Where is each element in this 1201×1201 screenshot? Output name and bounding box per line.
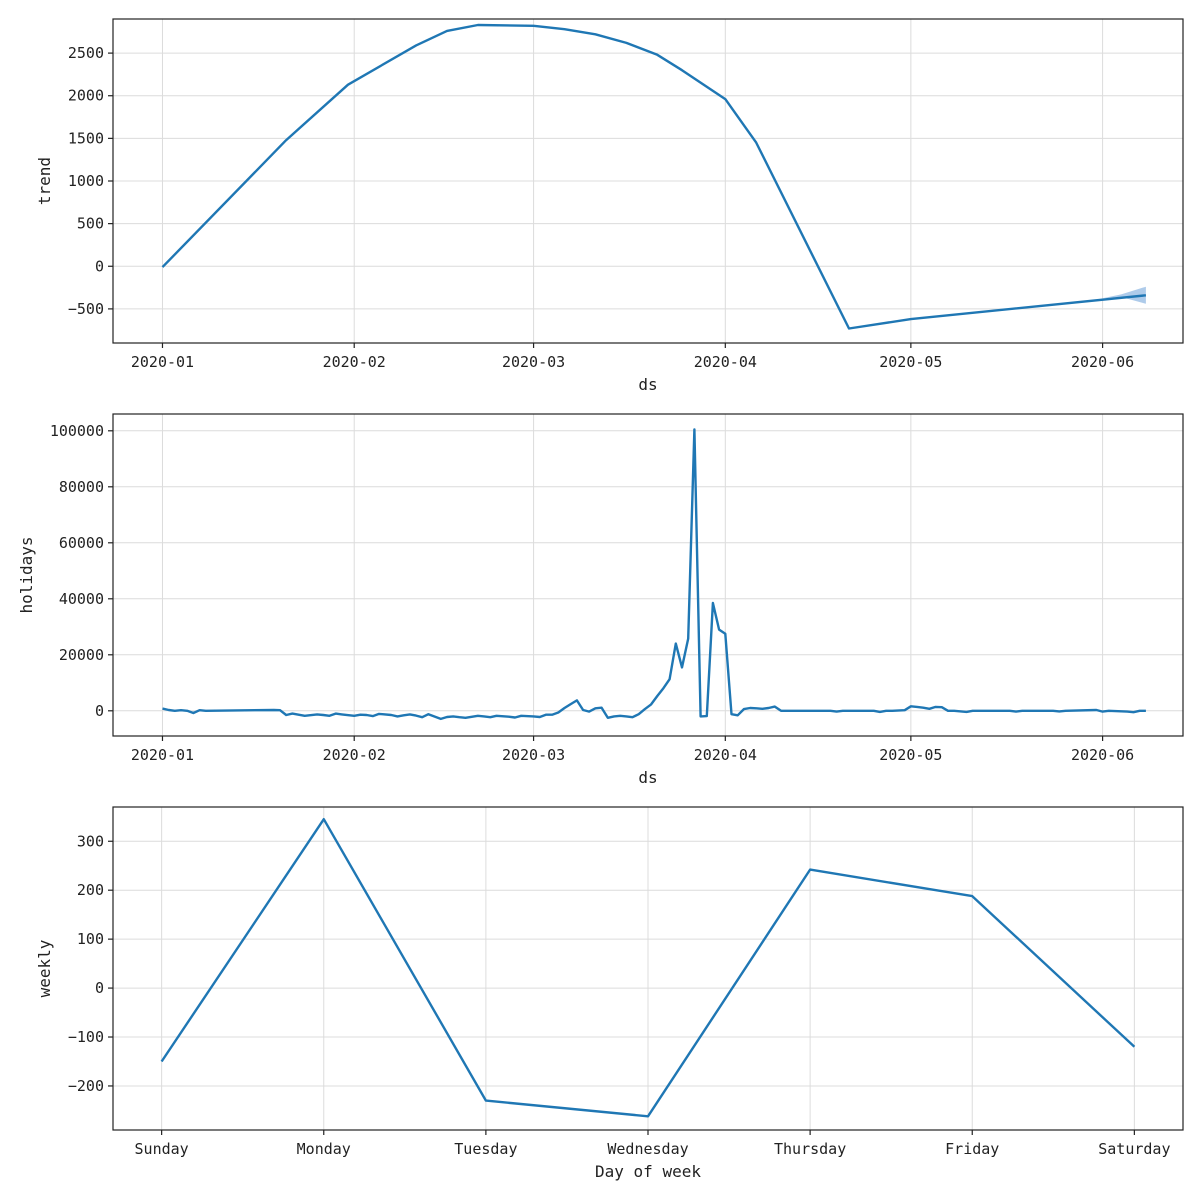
x-tick-label: Wednesday [607,1140,688,1158]
y-axis-label: holidays [17,536,36,613]
x-tick-label: 2020-04 [694,353,757,371]
y-tick-label: 0 [95,979,104,997]
x-tick-label: Saturday [1098,1140,1170,1158]
x-tick-label: Monday [297,1140,351,1158]
trend-panel: 2020-01 2020-02 2020-03 2020-04 2020-05 2020-… [35,18,1184,394]
y-tick-label: 300 [77,832,104,850]
x-tick-label: Sunday [135,1140,189,1158]
y-axis-label: weekly [35,939,54,997]
x-tick-label: 2020-06 [1071,746,1134,764]
weekly-panel: Sunday Monday Tuesday Wednesday Thursday Frid… [35,806,1184,1181]
x-tick-label: 2020-03 [502,353,565,371]
x-tick-label: 2020-01 [131,353,194,371]
y-tick-label: 80000 [59,478,104,496]
uncertainty-band [1102,286,1146,304]
series-line [162,428,1146,721]
y-tick-label: −200 [68,1077,104,1095]
y-tick-label: 0 [95,257,104,275]
y-tick-label: −100 [68,1028,104,1046]
x-axis-label: ds [638,375,657,394]
y-axis-label: trend [35,157,54,205]
x-tick-label: 2020-03 [502,746,565,764]
x-tick-label: 2020-04 [694,746,757,764]
y-tick-label: 2500 [68,44,104,62]
x-axis-label: Day of week [595,1162,701,1181]
y-tick-label: 1500 [68,129,104,147]
y-tick-label: 2000 [68,87,104,105]
y-tick-label: 500 [77,215,104,233]
x-tick-label: Thursday [774,1140,846,1158]
x-tick-label: 2020-06 [1071,353,1134,371]
x-tick-label: 2020-05 [879,353,942,371]
x-tick-label: 2020-05 [879,746,942,764]
y-tick-label: 60000 [59,534,104,552]
y-tick-label: 40000 [59,590,104,608]
axes-frame [112,413,1184,737]
x-tick-label: Friday [945,1140,999,1158]
x-tick-label: Tuesday [454,1140,517,1158]
y-tick-label: 1000 [68,172,104,190]
y-tick-label: 100000 [50,422,104,440]
y-tick-label: 100 [77,930,104,948]
x-tick-label: 2020-01 [131,746,194,764]
series-line [161,23,1147,330]
y-tick-label: 20000 [59,646,104,664]
y-tick-label: 0 [95,702,104,720]
series-line [160,818,1136,1118]
x-tick-label: 2020-02 [323,746,386,764]
x-tick-label: 2020-02 [323,353,386,371]
y-tick-label: 200 [77,881,104,899]
holidays-panel: 2020-01 2020-02 2020-03 2020-04 2020-05 2020-… [17,413,1184,787]
x-axis-label: ds [638,768,657,787]
y-tick-label: −500 [68,300,104,318]
